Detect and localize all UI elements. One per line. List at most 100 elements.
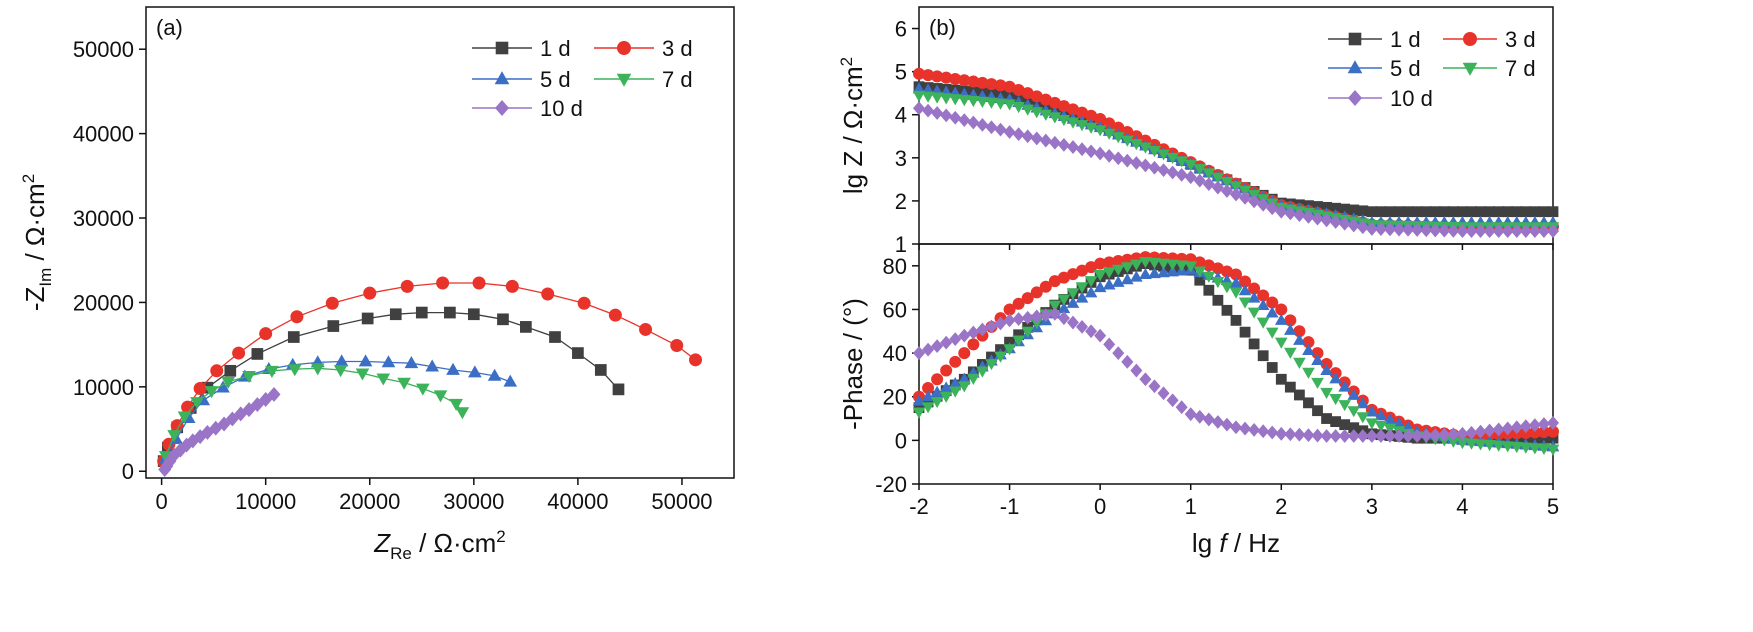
- point-b-1d: [1348, 422, 1360, 434]
- point-b-10d: [1275, 204, 1288, 219]
- point-b-7d: [939, 93, 953, 105]
- point-b-7d: [1492, 440, 1505, 452]
- plot-frame-b1: [918, 243, 1554, 485]
- point-b-10d: [1220, 184, 1233, 198]
- point-10d: [225, 411, 239, 427]
- point-b-5d: [1238, 284, 1252, 296]
- y-tick-label-a: 40000: [73, 122, 134, 147]
- point-b-1d: [1375, 206, 1387, 218]
- point-1d: [415, 306, 428, 319]
- point-b-1d: [1230, 314, 1242, 326]
- point-7d: [416, 383, 430, 396]
- point-b-10d: [1220, 417, 1233, 432]
- point-b-3d: [1239, 275, 1252, 288]
- point-1d: [224, 364, 237, 377]
- point-b-3d: [1275, 303, 1288, 316]
- point-b-10d: [1465, 425, 1478, 440]
- point-b-10d: [1012, 127, 1025, 142]
- x-tick-label-b: 0: [1094, 494, 1106, 519]
- point-b-10d: [1239, 421, 1252, 436]
- point-b-7d: [1211, 277, 1225, 289]
- point-b-10d: [1510, 420, 1523, 435]
- x-tick-label-a: 10000: [235, 489, 296, 514]
- point-b-5d: [1075, 291, 1089, 303]
- point-b-1d: [1221, 304, 1233, 316]
- point-b-10d: [1085, 324, 1098, 339]
- point-b-5d: [1392, 417, 1406, 429]
- point-b-10d: [1003, 313, 1016, 328]
- point-b-10d: [1402, 222, 1415, 237]
- point-b-10d: [931, 106, 944, 120]
- point-b-10d: [967, 325, 980, 340]
- point-b-7d: [930, 397, 944, 409]
- point-b-10d: [958, 328, 971, 343]
- point-b-10d: [1257, 424, 1270, 439]
- point-b-1d: [1339, 419, 1351, 431]
- point-b-10d: [1320, 213, 1333, 228]
- x-tick-label-a: 40000: [547, 489, 608, 514]
- point-b-7d: [1139, 142, 1152, 154]
- point-7d: [449, 398, 463, 411]
- point-b-7d: [967, 373, 980, 385]
- x-tick-label-b: 5: [1547, 494, 1559, 519]
- point-3d: [505, 279, 519, 293]
- y-tick-label-b: 5: [895, 60, 907, 85]
- point-b-7d: [957, 381, 971, 393]
- point-5d: [503, 374, 518, 387]
- point-b-3d: [913, 67, 925, 80]
- point-b-3d: [1293, 325, 1306, 338]
- point-10d: [267, 386, 281, 402]
- point-b-3d: [1094, 113, 1107, 126]
- point-b-7d: [921, 402, 935, 414]
- point-b-7d: [1546, 444, 1560, 456]
- point-b-7d: [1148, 257, 1161, 269]
- point-b-10d: [1537, 224, 1550, 238]
- point-b-1d: [1511, 206, 1523, 218]
- point-5d: [358, 354, 373, 367]
- point-3d: [670, 338, 684, 352]
- point-b-7d: [1202, 168, 1216, 180]
- point-b-7d: [1012, 335, 1025, 347]
- point-b-3d: [940, 71, 953, 84]
- point-b-7d: [1184, 159, 1198, 171]
- plot-frame-a: [145, 6, 735, 479]
- y-axis-title-a: -ZIm / Ω·cm2: [19, 174, 55, 311]
- point-b-1d: [1384, 206, 1396, 218]
- point-b-3d: [1021, 292, 1034, 305]
- panel-label-a: (a): [156, 15, 183, 40]
- legend-marker-b-1d: [1348, 32, 1362, 46]
- point-b-1d: [922, 396, 934, 408]
- point-7d: [265, 365, 279, 378]
- point-b-7d: [1229, 287, 1243, 299]
- point-b-3d: [1193, 256, 1206, 269]
- point-b-3d: [922, 382, 935, 394]
- point-b-3d: [1103, 256, 1116, 269]
- point-b-10d: [1039, 308, 1052, 323]
- point-b-1d: [1547, 432, 1559, 444]
- y-tick-label-b: 4: [895, 103, 907, 128]
- point-b-7d: [1030, 318, 1044, 330]
- point-b-5d: [1139, 267, 1152, 280]
- point-b-5d: [1320, 363, 1333, 376]
- point-b-5d: [948, 377, 962, 389]
- y-tick-label-b: 40: [883, 341, 907, 366]
- point-b-1d: [1303, 397, 1314, 409]
- point-b-7d: [1229, 181, 1243, 193]
- point-b-3d: [1528, 426, 1541, 439]
- y-tick-label-a: 30000: [73, 206, 134, 231]
- point-b-3d: [1112, 121, 1125, 134]
- point-7d: [167, 430, 181, 443]
- point-b-10d: [967, 115, 980, 130]
- point-b-7d: [1093, 125, 1107, 137]
- point-b-1d: [1339, 203, 1351, 215]
- point-b-1d: [1411, 206, 1423, 218]
- point-b-10d: [1230, 420, 1242, 435]
- point-b-7d: [1447, 436, 1460, 448]
- point-b-10d: [1374, 222, 1387, 237]
- point-b-10d: [1202, 177, 1215, 192]
- point-b-10d: [1030, 131, 1043, 146]
- point-b-10d: [931, 339, 944, 354]
- point-b-7d: [1356, 412, 1370, 424]
- point-b-7d: [1066, 288, 1080, 300]
